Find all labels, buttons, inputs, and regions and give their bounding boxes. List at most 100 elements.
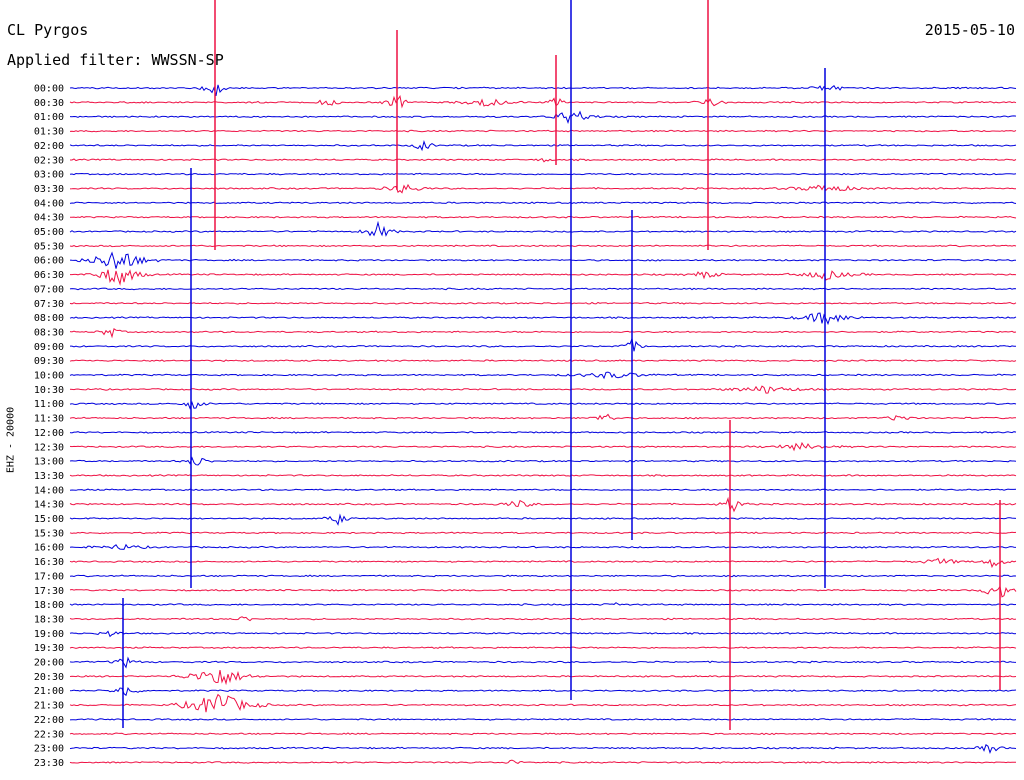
- trace-row-0730: [69, 301, 1017, 305]
- time-label-2230: 22:30: [34, 729, 64, 740]
- trace-row-2100: [69, 686, 1017, 697]
- trace-row-1300: [69, 456, 1017, 466]
- seismic-traces: [69, 84, 1017, 764]
- trace-row-0130: [69, 129, 1017, 133]
- trace-row-0300: [69, 172, 1017, 176]
- time-label-0730: 07:30: [34, 299, 64, 310]
- time-label-0900: 09:00: [34, 342, 64, 353]
- time-label-1530: 15:30: [34, 528, 64, 539]
- trace-row-0030: [69, 95, 1017, 109]
- trace-row-0700: [69, 287, 1017, 291]
- trace-row-1130: [69, 413, 1016, 421]
- trace-row-2300: [69, 744, 1017, 754]
- time-label-1200: 12:00: [34, 428, 64, 439]
- trace-row-0500: [69, 220, 1017, 237]
- time-label-0600: 06:00: [34, 256, 64, 267]
- trace-row-1000: [69, 371, 1017, 380]
- time-label-0000: 00:00: [34, 84, 64, 95]
- time-label-1830: 18:30: [34, 614, 64, 625]
- time-label-1030: 10:30: [34, 385, 64, 396]
- trace-row-0600: [69, 251, 1016, 269]
- time-label-2330: 23:30: [34, 758, 64, 769]
- trace-row-1500: [69, 513, 1017, 526]
- filter-label: Applied filter: WWSSN-SP: [7, 51, 224, 69]
- trace-row-1430: [69, 496, 1017, 513]
- time-label-0530: 05:30: [34, 241, 64, 252]
- time-label-0930: 09:30: [34, 356, 64, 367]
- time-label-1930: 19:30: [34, 643, 64, 654]
- trace-row-1630: [69, 557, 1017, 569]
- time-label-2130: 21:30: [34, 701, 64, 712]
- time-label-0200: 02:00: [34, 141, 64, 152]
- trace-row-0200: [69, 140, 1017, 152]
- trace-row-1100: [69, 400, 1017, 410]
- time-label-1100: 11:00: [34, 399, 64, 410]
- time-label-0830: 08:30: [34, 327, 64, 338]
- seismic-events: [122, 0, 1001, 730]
- trace-row-2200: [69, 718, 1017, 721]
- trace-row-2000: [69, 656, 1017, 669]
- trace-row-1730: [69, 585, 1017, 598]
- trace-row-2330: [69, 759, 1017, 764]
- trace-row-1700: [69, 574, 1017, 578]
- trace-row-1530: [69, 531, 1017, 535]
- time-label-1700: 17:00: [34, 571, 64, 582]
- trace-row-2130: [69, 693, 1017, 713]
- time-label-1000: 10:00: [34, 371, 64, 382]
- time-label-2030: 20:30: [34, 672, 64, 683]
- time-label-1300: 13:00: [34, 457, 64, 468]
- trace-row-0900: [70, 336, 1016, 352]
- trace-row-0400: [69, 201, 1017, 205]
- time-label-2100: 21:00: [34, 686, 64, 697]
- time-label-1330: 13:30: [34, 471, 64, 482]
- time-label-2000: 20:00: [34, 658, 64, 669]
- trace-row-0530: [69, 244, 1017, 248]
- trace-row-1900: [69, 630, 1017, 638]
- trace-row-0100: [69, 110, 1017, 124]
- time-label-1230: 12:30: [34, 442, 64, 453]
- trace-row-1030: [69, 385, 1017, 394]
- time-label-0630: 06:30: [34, 270, 64, 281]
- time-label-2200: 22:00: [34, 715, 64, 726]
- trace-row-2230: [69, 732, 1017, 736]
- trace-row-1200: [69, 431, 1017, 434]
- time-label-0500: 05:00: [34, 227, 64, 238]
- station-title: CL Pyrgos: [7, 21, 89, 39]
- time-label-1500: 15:00: [34, 514, 64, 525]
- time-label-1900: 19:00: [34, 629, 64, 640]
- time-label-0130: 01:30: [34, 127, 64, 138]
- trace-row-2030: [69, 670, 1017, 686]
- trace-row-0000: [69, 84, 1017, 97]
- trace-row-1230: [69, 441, 1017, 452]
- trace-row-0230: [70, 157, 1017, 163]
- time-label-0700: 07:00: [34, 284, 64, 295]
- time-label-1400: 14:00: [34, 485, 64, 496]
- trace-row-0930: [69, 359, 1017, 362]
- time-label-0100: 01:00: [34, 112, 64, 123]
- date-label: 2015-05-10: [924, 21, 1015, 39]
- time-label-0800: 08:00: [34, 313, 64, 324]
- trace-row-1930: [69, 646, 1017, 649]
- time-label-1800: 18:00: [34, 600, 64, 611]
- time-label-1600: 16:00: [34, 543, 64, 554]
- trace-row-0830: [69, 327, 1017, 339]
- time-labels: 00:00 00:30 01:00 01:30 02:00 02:30 03:00 03:30…: [34, 84, 64, 769]
- trace-row-1800: [69, 602, 1017, 606]
- time-label-0400: 04:00: [34, 198, 64, 209]
- trace-row-1600: [69, 543, 1017, 550]
- time-label-2300: 23:00: [34, 744, 64, 755]
- time-label-1430: 14:30: [34, 500, 64, 511]
- trace-row-1400: [69, 488, 1017, 492]
- time-label-1130: 11:30: [34, 414, 64, 425]
- time-label-0330: 03:30: [34, 184, 64, 195]
- time-label-0230: 02:30: [34, 155, 64, 166]
- trace-row-1830: [69, 616, 1017, 622]
- time-label-0030: 00:30: [34, 98, 64, 109]
- time-label-1630: 16:30: [34, 557, 64, 568]
- trace-row-0330: [69, 183, 1016, 194]
- time-label-0300: 03:00: [34, 170, 64, 181]
- time-label-1730: 17:30: [34, 586, 64, 597]
- trace-row-0800: [69, 312, 1017, 326]
- trace-row-0430: [69, 215, 1017, 219]
